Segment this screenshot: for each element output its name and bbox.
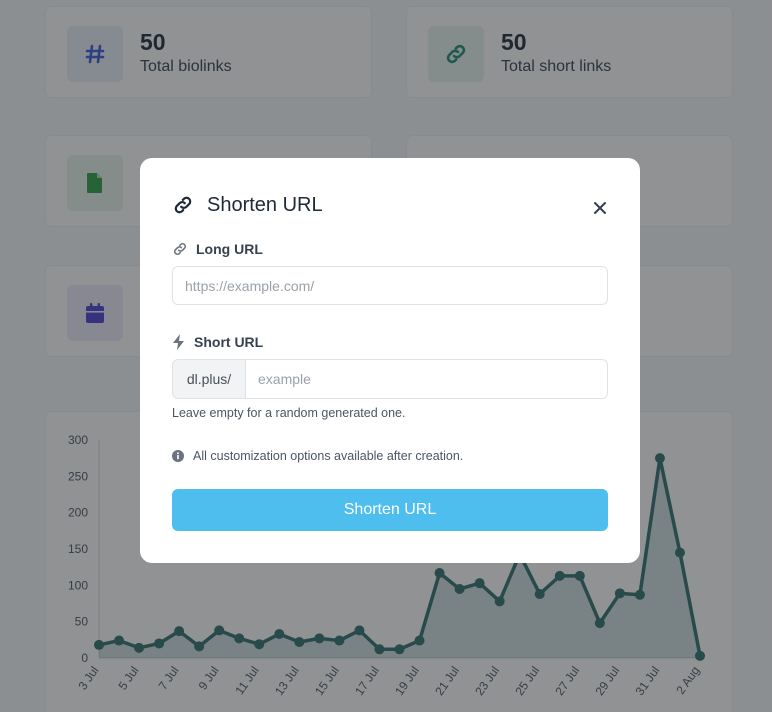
long-url-input[interactable] — [172, 266, 608, 305]
short-url-input[interactable] — [245, 359, 608, 399]
short-url-prefix: dl.plus/ — [172, 359, 245, 399]
close-button[interactable] — [590, 198, 610, 218]
modal-title: Shorten URL — [207, 194, 323, 216]
short-url-help-text: Leave empty for a random generated one. — [172, 406, 406, 420]
bolt-icon — [173, 334, 184, 350]
info-text: All customization options available afte… — [193, 449, 464, 463]
link-icon — [173, 242, 187, 256]
info-icon — [172, 450, 184, 462]
short-url-label: Short URL — [172, 334, 263, 350]
long-url-label: Long URL — [172, 241, 263, 257]
long-url-label-text: Long URL — [196, 241, 263, 257]
short-url-input-group: dl.plus/ — [172, 359, 608, 399]
shorten-url-submit-button[interactable]: Shorten URL — [172, 489, 608, 531]
shorten-url-modal: Shorten URL Long URL Short URL dl.plus/ … — [140, 158, 640, 563]
close-icon — [594, 202, 606, 214]
info-note: All customization options available afte… — [172, 449, 463, 463]
link-icon — [174, 196, 192, 214]
short-url-label-text: Short URL — [194, 334, 264, 350]
